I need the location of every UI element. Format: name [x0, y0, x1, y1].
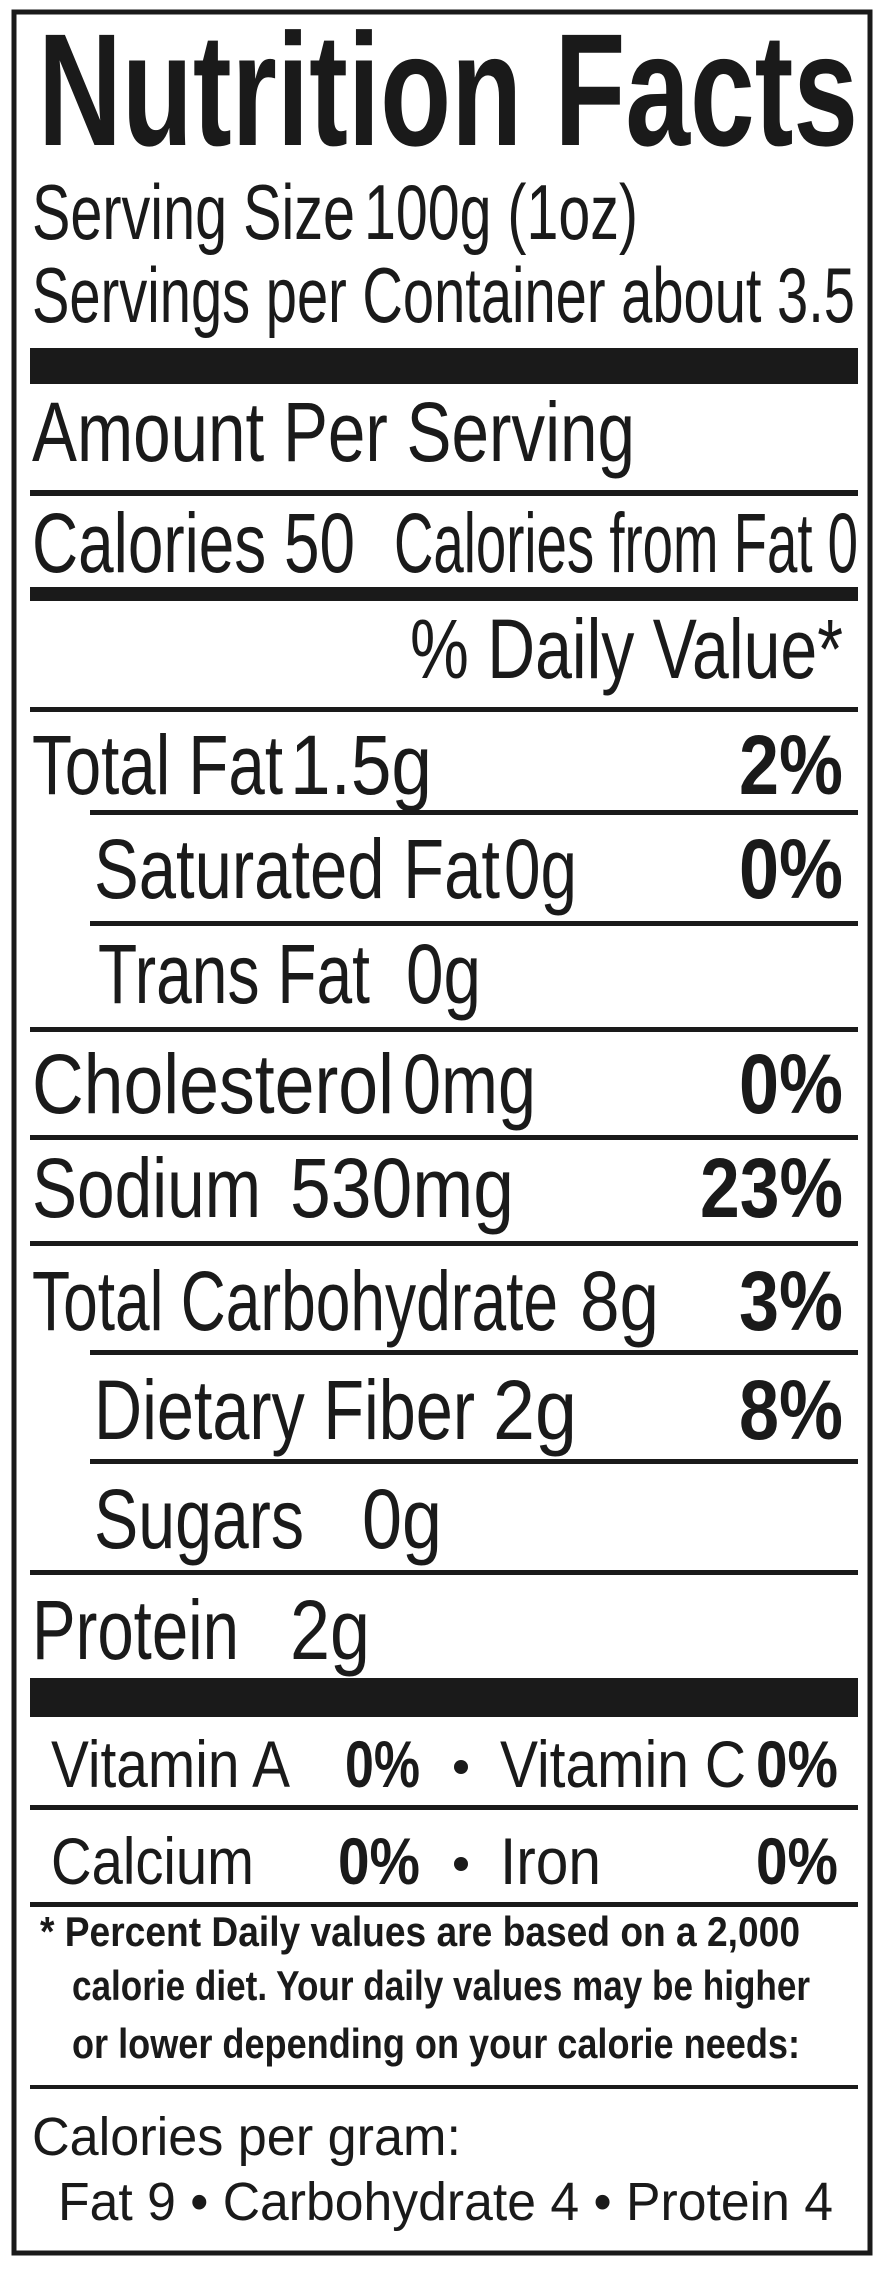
rule [30, 1570, 858, 1575]
vitamin-name: Calcium [51, 1824, 254, 1898]
nutrient-amount: 0g [406, 927, 481, 1021]
calories-per-gram-label: Calories per gram: [32, 2107, 461, 2167]
vitamin-name: Vitamin A [51, 1727, 290, 1801]
nutrient-daily-value: 23% [700, 1141, 843, 1235]
nutrient-name: Sugars [94, 1472, 304, 1566]
vitamin-daily-value: 0% [756, 1824, 838, 1898]
nutrient-amount: 1.5g [290, 718, 432, 812]
footnote-line: or lower depending on your calorie needs… [72, 2020, 800, 2067]
rule [90, 921, 858, 926]
vitamin-daily-value: 0% [338, 1824, 420, 1898]
bullet [454, 1760, 468, 1774]
daily-value-header: % Daily Value* [410, 602, 843, 696]
nutrient-amount: 0g [362, 1472, 442, 1566]
nutrient-name: Cholesterol [32, 1037, 394, 1131]
nutrient-name: Trans Fat [98, 927, 370, 1021]
nutrient-rows: Total Fat 1.5g 2%Saturated Fat 0g 0%Trans Fa… [30, 718, 858, 1677]
label-border [11, 9, 873, 2256]
rule [90, 810, 858, 815]
nutrient-amount: 2g [493, 1363, 577, 1457]
nutrient-name: Protein [32, 1583, 239, 1677]
title: Nutrition Facts [38, 0, 858, 179]
nutrient-name: Total Carbohydrate [32, 1254, 558, 1348]
vitamin-daily-value: 0% [756, 1727, 838, 1801]
rule [30, 707, 858, 712]
rule [90, 1350, 858, 1355]
bullet [454, 1857, 468, 1871]
nutrient-daily-value: 8% [739, 1363, 843, 1457]
nutrient-amount: 2g [290, 1583, 370, 1677]
medium-rule [30, 587, 858, 601]
nutrient-amount: 0mg [403, 1037, 536, 1131]
rule [90, 1459, 858, 1464]
rule [30, 1902, 858, 1907]
nutrient-name: Saturated Fat [94, 822, 500, 916]
vitamin-rows: Vitamin A 0% Vitamin C 0%Calcium 0% Iron 0% [51, 1727, 838, 1898]
calories: Calories 50 [32, 496, 355, 590]
nutrient-daily-value: 0% [739, 1037, 843, 1131]
nutrient-name: Total Fat [32, 718, 283, 812]
rule [30, 1027, 858, 1032]
rule [30, 490, 858, 496]
amount-per-serving: Amount Per Serving [32, 385, 635, 479]
nutrient-daily-value: 0% [739, 822, 843, 916]
footnote-line: * Percent Daily values are based on a 2,… [40, 1908, 800, 1955]
nutrient-daily-value: 3% [739, 1254, 843, 1348]
serving-size-value: 100g (1oz) [364, 168, 638, 256]
thick-rule [30, 348, 858, 384]
nutrient-daily-value: 2% [739, 718, 843, 812]
vitamin-daily-value: 0% [345, 1727, 420, 1801]
nutrient-name: Sodium [32, 1141, 261, 1235]
calories-per-gram-values: Fat 9 • Carbohydrate 4 • Protein 4 [58, 2172, 833, 2232]
rule [30, 2085, 858, 2089]
nutrient-amount: 0g [504, 822, 577, 916]
nutrient-name: Dietary Fiber [94, 1363, 475, 1457]
rule [30, 1805, 858, 1810]
vitamin-name: Iron [500, 1824, 601, 1898]
rule [30, 1135, 858, 1140]
serving-size-label: Serving Size [32, 168, 355, 256]
servings-per-container: Servings per Container about 3.5 [32, 251, 855, 339]
footnote-line: calorie diet. Your daily values may be h… [72, 1962, 810, 2009]
vitamin-name: Vitamin C [500, 1727, 746, 1801]
nutrient-amount: 530mg [290, 1141, 514, 1235]
thick-rule [30, 1678, 858, 1717]
rule [30, 1241, 858, 1246]
calories-from-fat: Calories from Fat 0 [394, 496, 858, 590]
nutrient-amount: 8g [580, 1254, 659, 1348]
